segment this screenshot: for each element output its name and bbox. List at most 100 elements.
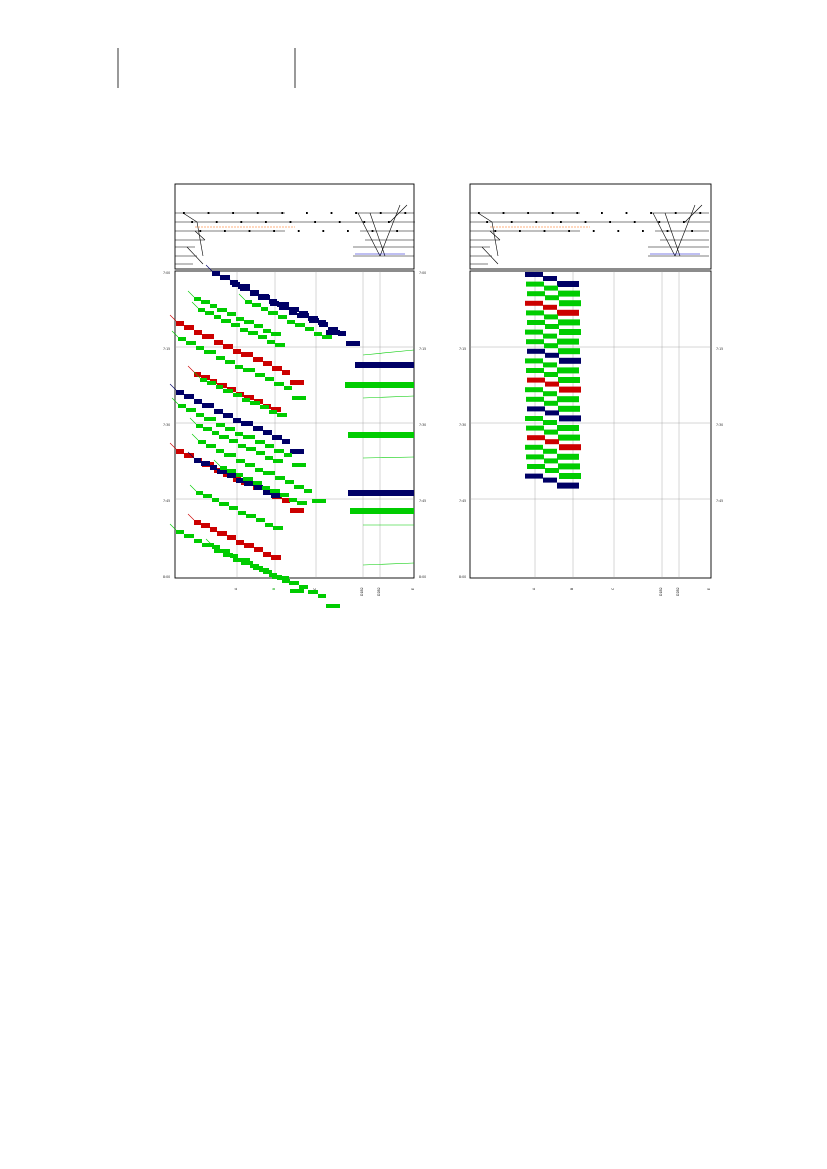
train-block	[236, 473, 243, 477]
train-block	[236, 317, 244, 321]
train-block	[557, 396, 579, 403]
track-layout-frame-left	[174, 183, 415, 270]
train-block	[229, 439, 238, 443]
train-block	[244, 481, 254, 486]
train-block	[204, 350, 216, 354]
signal-marker	[330, 212, 333, 214]
diagram-right: 7:15 7:30 7:45 8:00 7:15 7:30 7:45 A B C…	[459, 183, 723, 596]
train-block	[287, 320, 295, 324]
station-label-r-b: B	[570, 588, 574, 590]
train-block	[258, 295, 270, 300]
train-block	[527, 320, 545, 325]
signal-marker	[191, 221, 193, 223]
signal-marker	[535, 221, 538, 223]
train-block	[194, 372, 201, 377]
signal-marker	[478, 212, 480, 214]
station-label-d1b2: D1B2	[360, 587, 364, 596]
train-block	[241, 421, 253, 426]
train-block	[318, 594, 326, 598]
signal-marker	[494, 230, 497, 232]
train-block	[258, 335, 267, 339]
train-block	[238, 511, 246, 515]
train-block	[308, 590, 318, 594]
train-block	[260, 405, 269, 409]
signal-marker	[355, 212, 357, 214]
train-block	[275, 343, 285, 347]
train-thin-line	[362, 395, 415, 399]
signal-marker	[650, 212, 652, 214]
signal-marker	[633, 221, 636, 223]
train-block	[544, 458, 558, 464]
signal-marker	[568, 230, 570, 232]
train-thin-line	[187, 365, 195, 373]
train-block	[210, 304, 217, 308]
train-block	[255, 440, 265, 444]
train-block	[545, 295, 559, 301]
train-block	[545, 468, 559, 473]
train-block	[545, 381, 559, 387]
train-block	[269, 573, 277, 577]
train-block	[275, 476, 285, 480]
track-switch	[684, 204, 703, 223]
train-block	[526, 310, 544, 316]
signal-marker	[322, 230, 325, 232]
time-label-left-1: 7:15	[163, 347, 170, 351]
train-block	[322, 335, 332, 339]
train-block	[292, 396, 306, 400]
signal-marker	[248, 230, 251, 232]
train-block	[176, 321, 184, 326]
signal-marker	[215, 221, 218, 223]
train-block	[527, 348, 545, 354]
train-block	[274, 382, 284, 386]
train-block	[244, 395, 254, 400]
signal-marker	[232, 212, 234, 214]
train-terminus-bar	[348, 490, 414, 496]
train-thin-line	[171, 397, 179, 405]
train-block	[525, 444, 543, 450]
grid-left	[175, 271, 414, 578]
track-switch	[194, 230, 206, 241]
train-block	[282, 498, 290, 503]
train-block	[231, 323, 240, 327]
train-block	[178, 337, 186, 341]
train-block	[267, 340, 275, 344]
train-block	[265, 377, 274, 381]
signal-marker	[601, 212, 603, 214]
train-block	[557, 482, 579, 489]
train-block	[262, 486, 270, 490]
train-terminus-bar	[348, 432, 414, 438]
signal-marker	[527, 212, 529, 214]
train-block	[277, 413, 287, 417]
train-block	[241, 561, 253, 565]
signal-marker	[560, 221, 562, 223]
train-block	[263, 490, 271, 495]
train-block	[277, 576, 289, 580]
train-block	[250, 564, 259, 568]
train-block	[526, 339, 544, 345]
track-layout-right	[470, 204, 710, 265]
train-block	[217, 531, 227, 536]
train-block	[273, 526, 283, 530]
train-block	[244, 543, 254, 548]
train-block	[271, 555, 281, 560]
train-block	[282, 370, 290, 375]
train-block	[246, 447, 256, 451]
track-switch	[489, 230, 501, 241]
train-block	[256, 451, 265, 455]
train-block	[216, 423, 225, 427]
train-block	[559, 329, 581, 335]
train-thin-line	[362, 456, 415, 459]
train-block	[543, 333, 557, 339]
train-thin-line	[205, 264, 213, 272]
train-block	[292, 463, 306, 467]
track-layout-left	[175, 204, 415, 265]
time-label-left-r-2: 7:45	[459, 499, 466, 503]
train-thin-line	[191, 301, 199, 309]
train-block	[263, 552, 271, 557]
train-block	[214, 340, 223, 345]
train-block	[543, 362, 557, 368]
train-block	[558, 463, 580, 470]
train-block	[196, 413, 204, 417]
train-block	[289, 310, 297, 315]
train-block	[184, 534, 194, 538]
